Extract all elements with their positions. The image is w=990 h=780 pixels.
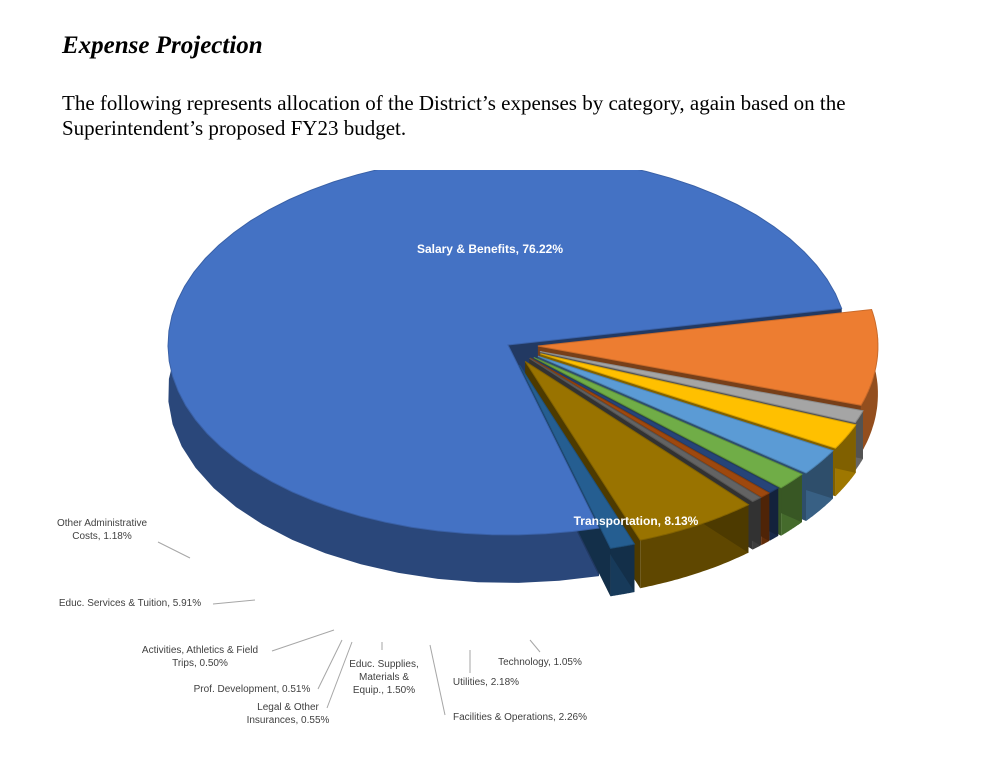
pie-slice-label: Legal & Other Insurances, 0.55% [247,702,330,726]
pie-slice [537,355,834,474]
section-heading: Expense Projection [62,32,263,59]
pie-slice [519,364,636,549]
pie-slice [529,357,771,498]
leader-line [157,541,191,559]
pie-slice-label: Technology, 1.05% [498,657,582,668]
pie-slice [539,351,864,424]
intro-paragraph: The following represents allocation of t… [62,91,846,140]
pie-slice [540,353,857,449]
pie-slice [524,360,750,541]
leader-line [271,629,335,652]
leader-line [429,644,446,716]
pie-slice [530,357,780,494]
pie-slice [167,170,843,536]
pie-slice-label: Prof. Development, 0.51% [194,684,311,695]
leader-line [317,639,343,690]
pie-slice [537,308,879,406]
pie-slice [529,357,762,503]
leader-line [326,641,353,709]
pie-slice-label: Activities, Athletics & Field Trips, 0.50… [142,645,258,669]
pie-slice-label: Utilities, 2.18% [453,677,519,688]
pie-slice [533,356,803,489]
expense-pie-chart: Salary & Benefits, 76.22% Transportation,… [57,170,879,726]
leader-line [529,639,541,653]
pie-slice-label: Other Administrative Costs, 1.18% [57,518,147,542]
leader-line [212,599,256,605]
pie-slice-label: Salary & Benefits, 76.22% [417,242,563,256]
pie-slice-label: Facilities & Operations, 2.26% [453,712,587,723]
pie-slice-label: Educ. Supplies, Materials & Equip., 1.50% [349,659,419,696]
pie-slice-label: Educ. Services & Tuition, 5.91% [59,598,201,609]
pie-slice-label: Transportation, 8.13% [574,514,699,528]
